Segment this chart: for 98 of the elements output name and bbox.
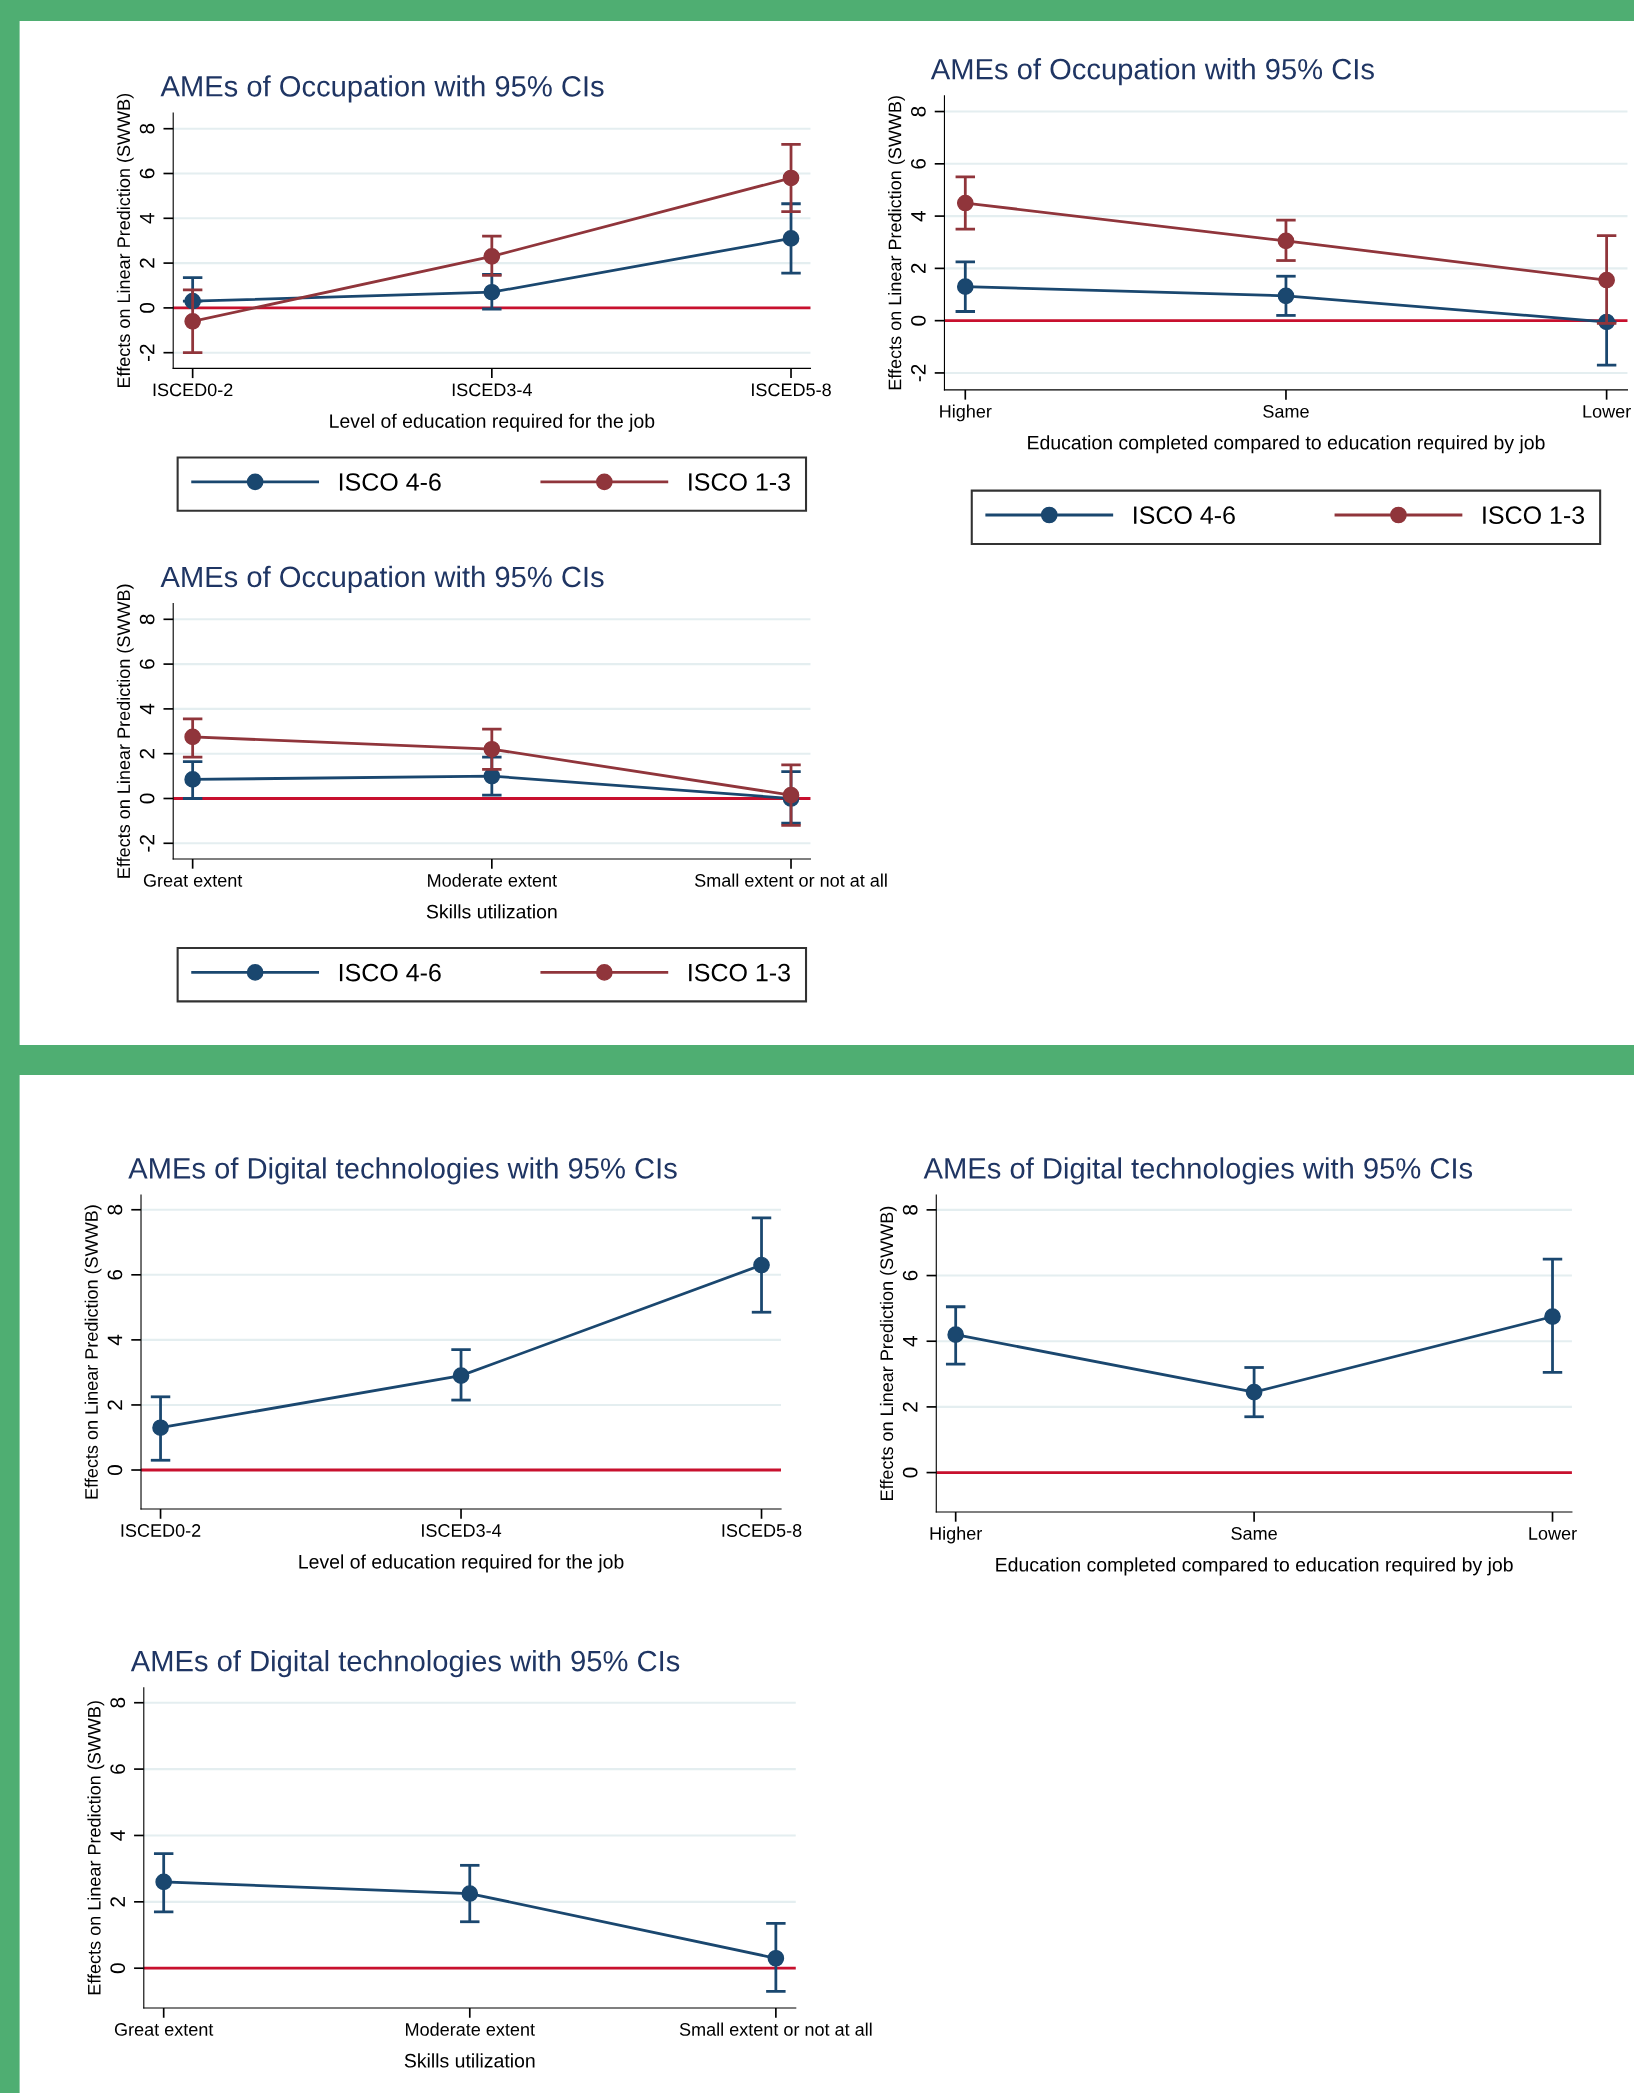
y-tick-label: 0 (107, 1465, 123, 1475)
x-tick-label: Higher (940, 404, 992, 422)
point (152, 1419, 169, 1437)
point (452, 1367, 470, 1384)
x-tick-label: Moderate extent (406, 2022, 535, 2036)
y-axis-title: Effects on Linear Prediction (SWWB) (87, 1701, 105, 1995)
legend-label: ISCO 4-6 (1134, 506, 1235, 525)
legend-label: ISCO 1-3 (689, 963, 790, 982)
y-tick-label: 6 (110, 1764, 126, 1774)
y-tick-label: 0 (911, 315, 926, 326)
x-axis-title: Education completed compared to education required by job (996, 1557, 1513, 1576)
x-tick-label: ISCED0-2 (153, 383, 233, 397)
x-tick-label: ISCED3-4 (452, 383, 532, 397)
y-tick-label: -2 (911, 364, 926, 382)
y-tick-label: -2 (139, 344, 155, 362)
y-tick-label: 6 (911, 158, 926, 169)
point (782, 230, 800, 247)
y-tick-label: 8 (902, 1204, 918, 1215)
legend-label: ISCO 1-3 (689, 473, 790, 491)
chart-title: AMEs of Digital technologies with 95% CIs (923, 1157, 1473, 1185)
y-axis-title: Effects on Linear Prediction (SWWB) (879, 1206, 897, 1500)
y-axis-title: Effects on Linear Prediction (SWWB) (888, 96, 905, 390)
y-tick-label: 2 (139, 748, 155, 759)
x-tick-label: Higher (930, 1526, 982, 1544)
point (1245, 1383, 1263, 1401)
y-tick-label: 6 (107, 1269, 123, 1280)
point (483, 740, 501, 758)
y-tick-label: 0 (110, 1963, 126, 1974)
point (782, 169, 800, 187)
point (767, 1949, 785, 1967)
x-tick-label: Lower (1583, 405, 1631, 418)
chart-title: AMEs of Digital technologies with 95% CIs (130, 1649, 680, 1678)
x-axis-title: Skills utilization (426, 904, 557, 919)
y-tick-label: 6 (139, 168, 155, 179)
y-tick-label: 8 (911, 106, 926, 117)
point (1277, 232, 1295, 250)
x-axis-title: Skills utilization (404, 2053, 535, 2068)
y-axis-title: Effects on Linear Prediction (SWWB) (84, 1205, 102, 1499)
legend-label: ISCO 4-6 (339, 963, 441, 982)
x-tick-label: Lower (1529, 1527, 1577, 1540)
y-tick-label: -2 (139, 835, 155, 852)
point (947, 1326, 965, 1343)
y-axis-title: Effects on Linear Prediction (SWWB) (116, 584, 134, 878)
y-tick-label: 4 (110, 1830, 125, 1841)
x-tick-label: Same (1263, 404, 1309, 418)
point (483, 283, 501, 301)
x-tick-label: ISCED5-8 (752, 383, 831, 397)
point (155, 1873, 173, 1891)
y-tick-label: 2 (902, 1402, 918, 1412)
point (184, 312, 201, 330)
point (753, 1256, 770, 1274)
y-tick-label: 8 (107, 1204, 123, 1215)
y-tick-label: 0 (139, 793, 155, 804)
y-tick-label: 4 (903, 1336, 918, 1347)
point (184, 728, 201, 746)
chart-title: AMEs of Occupation with 95% CIs (930, 58, 1374, 86)
chart-title: AMEs of Digital technologies with 95% CIs (128, 1157, 677, 1185)
chart-title: AMEs of Occupation with 95% CIs (160, 565, 604, 594)
point (782, 786, 800, 804)
y-tick-label: 6 (902, 1270, 918, 1281)
y-tick-label: 2 (107, 1400, 123, 1410)
point (483, 248, 501, 265)
x-tick-label: Same (1231, 1527, 1277, 1540)
point (956, 278, 974, 296)
x-tick-label: Small extent or not at all (679, 2022, 872, 2036)
y-tick-label: 2 (139, 258, 155, 268)
x-tick-label: ISCED0-2 (121, 1524, 201, 1537)
y-tick-label: 2 (911, 263, 926, 274)
y-tick-label: 8 (139, 614, 155, 625)
point (184, 771, 201, 788)
point (956, 194, 974, 212)
point (1277, 287, 1295, 305)
y-tick-label: 4 (107, 1334, 123, 1346)
y-tick-label: 8 (110, 1697, 126, 1708)
y-tick-label: 4 (139, 703, 155, 715)
x-tick-label: Great extent (143, 874, 243, 887)
x-tick-label: Great extent (114, 2023, 214, 2036)
x-axis-title: Level of education required for the job (299, 1554, 624, 1573)
y-tick-label: 0 (139, 302, 155, 313)
y-tick-label: 6 (139, 659, 155, 669)
legend-label: ISCO 4-6 (339, 473, 441, 491)
x-tick-label: ISCED3-4 (422, 1524, 502, 1537)
point (1544, 1308, 1561, 1325)
x-axis-title: Level of education required for the job (330, 413, 655, 432)
point (461, 1885, 479, 1902)
point (1598, 271, 1615, 289)
y-tick-label: 4 (911, 210, 926, 222)
legend-label: ISCO 1-3 (1483, 506, 1585, 525)
chart-title: AMEs of Occupation with 95% CIs (160, 75, 604, 103)
x-axis-title: Education completed compared to education required by job (1028, 435, 1545, 454)
y-tick-label: 2 (110, 1897, 125, 1907)
x-tick-label: Small extent or not at all (695, 873, 887, 887)
y-tick-label: 0 (902, 1467, 918, 1478)
x-tick-label: ISCED5-8 (722, 1524, 802, 1537)
y-tick-label: 8 (139, 123, 155, 134)
y-axis-title: Effects on Linear Prediction (SWWB) (116, 93, 134, 388)
y-tick-label: 4 (139, 213, 155, 224)
x-tick-label: Moderate extent (428, 873, 557, 887)
